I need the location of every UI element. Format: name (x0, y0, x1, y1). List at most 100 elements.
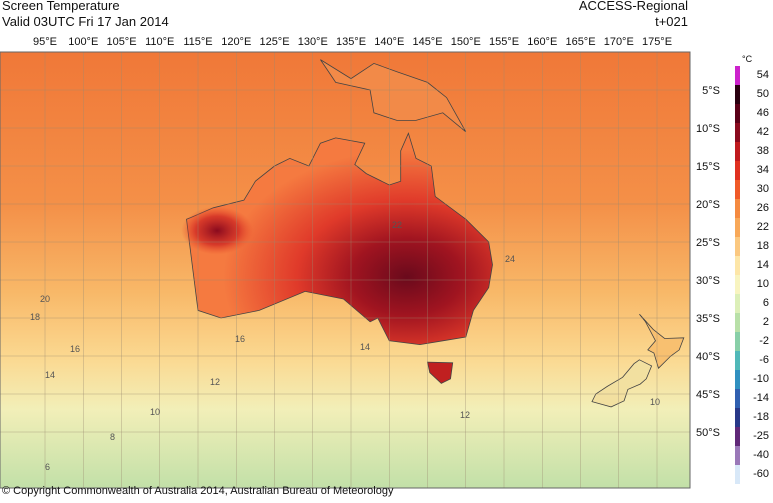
lon-label: 145°E (412, 36, 442, 48)
model-name: ACCESS-Regional (579, 0, 688, 13)
lon-label: 105°E (106, 36, 136, 48)
new-guinea (320, 59, 467, 133)
legend-label: -2 (759, 335, 769, 347)
forecast-step: t+021 (655, 14, 688, 29)
lat-label: 45°S (696, 389, 720, 401)
lon-label: 95°E (33, 36, 57, 48)
contour-label: 20 (40, 294, 50, 304)
legend-label: -25 (753, 430, 769, 442)
lat-label: 15°S (696, 161, 720, 173)
australia (186, 132, 493, 346)
legend-swatch (735, 142, 740, 161)
legend-swatch (735, 180, 740, 199)
contour-label: 22 (392, 220, 402, 230)
contour-label: 16 (235, 334, 245, 344)
lat-label: 5°S (702, 85, 720, 97)
lon-label: 135°E (336, 36, 366, 48)
copyright: © Copyright Commonwealth of Australia 20… (2, 485, 394, 497)
lat-label: 10°S (696, 123, 720, 135)
lon-label: 140°E (374, 36, 404, 48)
legend-swatch (735, 275, 740, 294)
lat-label: 50°S (696, 427, 720, 439)
legend-label: 38 (757, 145, 769, 157)
legend-unit: °C (742, 54, 753, 64)
legend-swatch (735, 351, 740, 370)
contour-label: 10 (150, 407, 160, 417)
lon-label: 130°E (298, 36, 328, 48)
legend-swatch (735, 446, 740, 465)
legend-swatch (735, 370, 740, 389)
legend-label: 10 (757, 278, 769, 290)
legend-swatch (735, 256, 740, 275)
nz-north (639, 313, 685, 369)
legend-label: -6 (759, 354, 769, 366)
contour-label: 16 (70, 344, 80, 354)
hot-spot (181, 206, 254, 255)
legend-label: 54 (757, 69, 769, 81)
legend-label: -40 (753, 449, 769, 461)
nz-south (591, 359, 653, 408)
lon-label: 165°E (565, 36, 595, 48)
map-frame (0, 51, 691, 489)
valid-time: Valid 03UTC Fri 17 Jan 2014 (2, 14, 169, 29)
contour-label: 12 (210, 377, 220, 387)
lon-label: 125°E (259, 36, 289, 48)
legend-swatch (735, 104, 740, 123)
legend-label: 50 (757, 88, 769, 100)
legend-swatch (735, 332, 740, 351)
lon-label: 100°E (68, 36, 98, 48)
contour-label: 14 (360, 342, 370, 352)
tasmania (427, 361, 454, 384)
legend-swatch (735, 123, 740, 142)
legend-label: -14 (753, 392, 769, 404)
lat-label: 40°S (696, 351, 720, 363)
contour-label: 10 (650, 397, 660, 407)
lon-label: 160°E (527, 36, 557, 48)
contour-label: 8 (110, 432, 115, 442)
lon-label: 115°E (183, 36, 212, 48)
legend-label: -18 (753, 411, 769, 423)
lon-label: 170°E (604, 36, 634, 48)
legend-label: 22 (757, 221, 769, 233)
legend-swatch (735, 218, 740, 237)
contour-label: 6 (45, 462, 50, 472)
legend-label: 14 (757, 259, 769, 271)
legend-swatch (735, 237, 740, 256)
lon-label: 150°E (451, 36, 481, 48)
legend-label: 2 (763, 316, 769, 328)
legend-label: 46 (757, 107, 769, 119)
lon-label: 175°E (642, 36, 672, 48)
lat-label: 35°S (696, 313, 720, 325)
lon-label: 120°E (221, 36, 251, 48)
legend-swatch (735, 66, 740, 85)
lon-label: 110°E (145, 36, 174, 48)
lat-label: 20°S (696, 199, 720, 211)
contour-label: 12 (460, 410, 470, 420)
lat-label: 30°S (696, 275, 720, 287)
lon-label: 155°E (489, 36, 519, 48)
legend-swatch (735, 408, 740, 427)
lat-label: 25°S (696, 237, 720, 249)
legend-swatch (735, 465, 740, 484)
legend-swatch (735, 199, 740, 218)
legend-swatch (735, 294, 740, 313)
contour-label: 18 (30, 312, 40, 322)
legend-label: 26 (757, 202, 769, 214)
legend-swatch (735, 161, 740, 180)
legend-label: -60 (753, 468, 769, 480)
legend-label: 6 (763, 297, 769, 309)
legend-label: 18 (757, 240, 769, 252)
legend-swatch (735, 427, 740, 446)
legend-label: 34 (757, 164, 769, 176)
legend-label: -10 (753, 373, 769, 385)
legend-swatch (735, 85, 740, 104)
contour-label: 14 (45, 370, 55, 380)
title: Screen Temperature (2, 0, 120, 13)
legend-swatch (735, 389, 740, 408)
contour-label: 24 (505, 254, 515, 264)
legend-swatch (735, 313, 740, 332)
legend-label: 30 (757, 183, 769, 195)
legend-label: 42 (757, 126, 769, 138)
